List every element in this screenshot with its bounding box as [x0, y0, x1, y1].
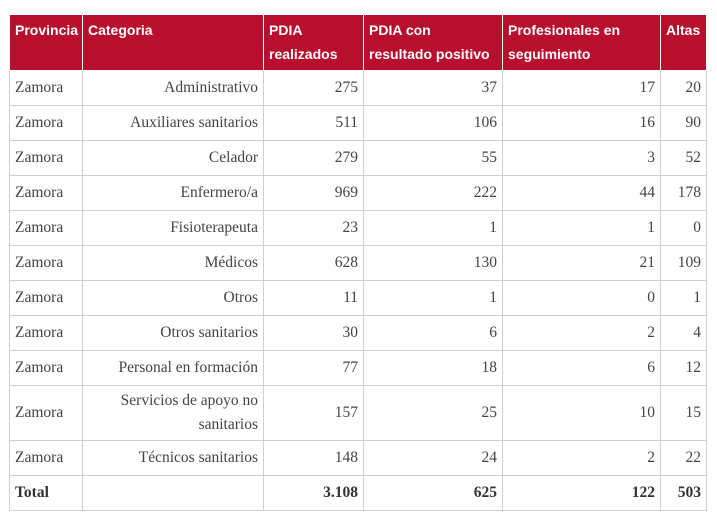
table-row: Zamora Administrativo 275 37 17 20: [9, 70, 707, 106]
header-cell: PDIA realizados: [263, 14, 364, 71]
table-cell: 4: [660, 315, 707, 351]
table-row: Zamora Fisioterapeuta 23 1 1 0: [9, 210, 707, 246]
table-cell: 16: [502, 105, 661, 141]
table-cell: 17: [502, 70, 661, 106]
table-row: Zamora Celador 279 55 3 52: [9, 140, 707, 176]
table-cell: 628: [263, 245, 364, 281]
table-cell: 10: [502, 385, 661, 441]
table-cell: Zamora: [9, 440, 83, 476]
total-label: Total: [9, 475, 83, 511]
table-cell: 178: [660, 175, 707, 211]
table-cell: Administrativo: [82, 70, 264, 106]
table-cell: Zamora: [9, 210, 83, 246]
table-cell: 1: [660, 280, 707, 316]
table-cell: 55: [363, 140, 503, 176]
table-cell: Zamora: [9, 280, 83, 316]
table-cell: 90: [660, 105, 707, 141]
table-row: Zamora Servicios de apoyo no sanitarios 15…: [9, 385, 707, 441]
table-cell: 23: [263, 210, 364, 246]
table-cell: Zamora: [9, 140, 83, 176]
table-cell: Fisioterapeuta: [82, 210, 264, 246]
table-cell: 24: [363, 440, 503, 476]
table-cell: 279: [263, 140, 364, 176]
table-cell: Zamora: [9, 105, 83, 141]
table-cell: 275: [263, 70, 364, 106]
total-cell: 122: [502, 475, 661, 511]
table-cell: Zamora: [9, 245, 83, 281]
table-cell: Enfermero/a: [82, 175, 264, 211]
table-cell: 511: [263, 105, 364, 141]
table-cell: 969: [263, 175, 364, 211]
table-cell: 6: [363, 315, 503, 351]
table-cell: Personal en formación: [82, 350, 264, 386]
table-cell: 157: [263, 385, 364, 441]
table-cell: 77: [263, 350, 364, 386]
total-cell: 625: [363, 475, 503, 511]
table-cell: 0: [660, 210, 707, 246]
table-cell: 6: [502, 350, 661, 386]
data-table: Provincia Categoria PDIA realizados PDIA co…: [9, 14, 707, 511]
table-cell: Zamora: [9, 175, 83, 211]
table-row: Zamora Otros 11 1 0 1: [9, 280, 707, 316]
table-cell: 11: [263, 280, 364, 316]
table-cell: Otros: [82, 280, 264, 316]
table-cell: Zamora: [9, 350, 83, 386]
table-row: Zamora Médicos 628 130 21 109: [9, 245, 707, 281]
table-cell: 18: [363, 350, 503, 386]
table-body: Zamora Administrativo 275 37 17 20 Zamora Auxil…: [9, 70, 707, 511]
table-cell: 30: [263, 315, 364, 351]
table-cell: Auxiliares sanitarios: [82, 105, 264, 141]
table-row: Zamora Enfermero/a 969 222 44 178: [9, 175, 707, 211]
table-cell: 44: [502, 175, 661, 211]
table-cell: 1: [363, 280, 503, 316]
table-cell: 148: [263, 440, 364, 476]
table-cell: [82, 475, 264, 511]
header-row: Provincia Categoria PDIA realizados PDIA co…: [9, 14, 707, 71]
table-cell: Celador: [82, 140, 264, 176]
table-cell: 3: [502, 140, 661, 176]
table-cell: Servicios de apoyo no sanitarios: [82, 385, 264, 441]
table-cell: Zamora: [9, 315, 83, 351]
table-row: Zamora Personal en formación 77 18 6 12: [9, 350, 707, 386]
total-cell: 3.108: [263, 475, 364, 511]
table-cell: 1: [363, 210, 503, 246]
table-row: Zamora Técnicos sanitarios 148 24 2 22: [9, 440, 707, 476]
table-cell: 106: [363, 105, 503, 141]
total-cell: 503: [660, 475, 707, 511]
table-cell: 52: [660, 140, 707, 176]
table-row: Zamora Otros sanitarios 30 6 2 4: [9, 315, 707, 351]
table-cell: Técnicos sanitarios: [82, 440, 264, 476]
total-row: Total 3.108 625 122 503: [9, 475, 707, 511]
table-cell: Zamora: [9, 385, 83, 441]
table-cell: Zamora: [9, 70, 83, 106]
table-row: Zamora Auxiliares sanitarios 511 106 16 90: [9, 105, 707, 141]
table-cell: 22: [660, 440, 707, 476]
header-cell: Altas: [660, 14, 707, 71]
table-cell: 222: [363, 175, 503, 211]
table-cell: 2: [502, 440, 661, 476]
table-cell: 2: [502, 315, 661, 351]
header-cell: PDIA con resultado positivo: [363, 14, 503, 71]
table-cell: 1: [502, 210, 661, 246]
table-cell: 0: [502, 280, 661, 316]
table-cell: 20: [660, 70, 707, 106]
header-cell: Categoria: [82, 14, 264, 71]
header-cell: Provincia: [9, 14, 83, 71]
table-cell: 25: [363, 385, 503, 441]
table-cell: 15: [660, 385, 707, 441]
table-cell: 130: [363, 245, 503, 281]
header-cell: Profesionales en seguimiento: [502, 14, 661, 71]
table-cell: Otros sanitarios: [82, 315, 264, 351]
table-cell: 12: [660, 350, 707, 386]
table-cell: 109: [660, 245, 707, 281]
table-cell: Médicos: [82, 245, 264, 281]
table-cell: 37: [363, 70, 503, 106]
table-cell: 21: [502, 245, 661, 281]
